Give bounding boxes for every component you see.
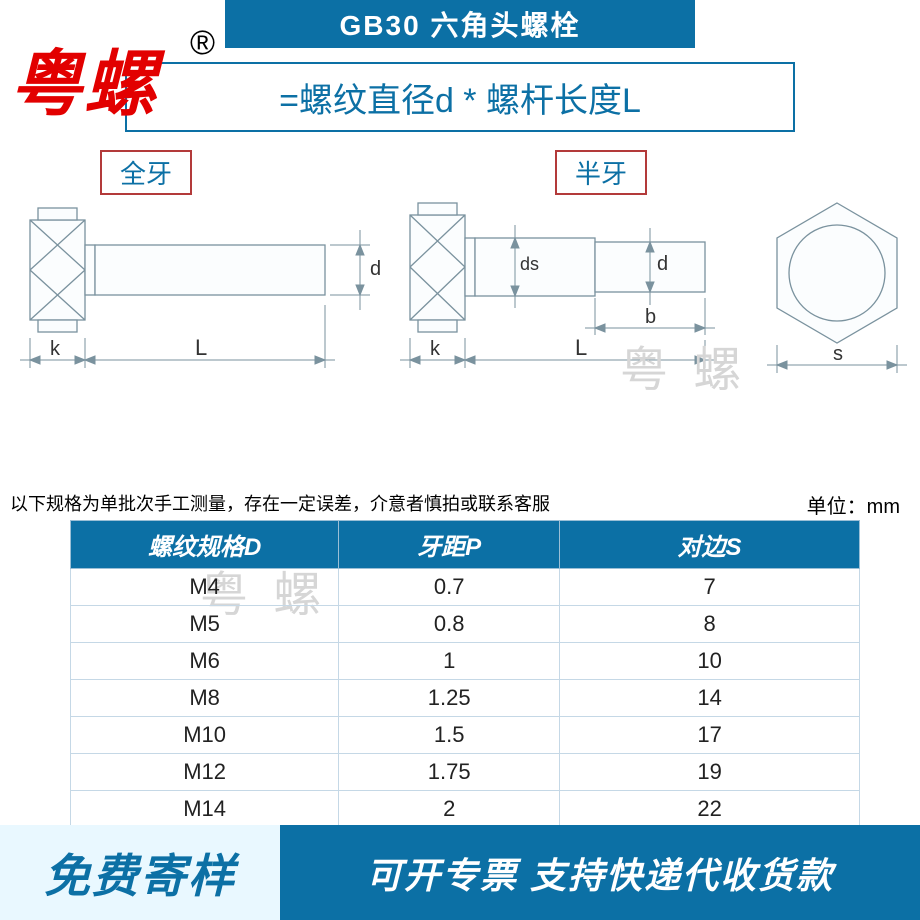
col-header-d: 螺纹规格D: [71, 521, 339, 569]
table-cell: 19: [560, 754, 860, 791]
table-cell: 1: [339, 643, 560, 680]
table-row: M101.517: [71, 717, 860, 754]
table-cell: 0.7: [339, 569, 560, 606]
table-cell: 0.8: [339, 606, 560, 643]
table-cell: 2: [339, 791, 560, 828]
table-row: M14222: [71, 791, 860, 828]
table-cell: 7: [560, 569, 860, 606]
unit-label: 单位：mm: [807, 490, 900, 519]
table-row: M121.7519: [71, 754, 860, 791]
table-cell: M10: [71, 717, 339, 754]
table-cell: M8: [71, 680, 339, 717]
label-d: d: [370, 258, 381, 280]
label-ds: ds: [520, 254, 539, 274]
table-cell: M4: [71, 569, 339, 606]
footer-right: 可开专票 支持快递代收货款: [280, 825, 920, 920]
table-cell: 22: [560, 791, 860, 828]
table-cell: 17: [560, 717, 860, 754]
table-cell: M6: [71, 643, 339, 680]
spec-table: 螺纹规格D 牙距P 对边S M40.77M50.88M6110M81.2514M…: [70, 520, 860, 828]
label-L-1: L: [195, 335, 207, 360]
bolt-full-diagram: d k L: [15, 190, 385, 390]
tag-half-thread: 半牙: [555, 150, 647, 195]
table-row: M50.88: [71, 606, 860, 643]
table-cell: 8: [560, 606, 860, 643]
label-s: s: [833, 343, 843, 365]
label-d-2: d: [657, 253, 668, 275]
hexagon-diagram: s: [760, 195, 915, 385]
table-cell: 14: [560, 680, 860, 717]
table-body: M40.77M50.88M6110M81.2514M101.517M121.75…: [71, 569, 860, 828]
table-cell: 1.5: [339, 717, 560, 754]
table-row: M81.2514: [71, 680, 860, 717]
label-k-1: k: [50, 338, 61, 360]
table-cell: M14: [71, 791, 339, 828]
registered-symbol: ®: [190, 24, 215, 63]
diagram-area: d k L: [0, 190, 920, 390]
table-cell: 1.25: [339, 680, 560, 717]
formula-text: =螺纹直径d * 螺杆长度L: [279, 73, 641, 122]
table-row: M6110: [71, 643, 860, 680]
label-b: b: [645, 306, 656, 328]
table-cell: M5: [71, 606, 339, 643]
table-cell: 1.75: [339, 754, 560, 791]
brand-logo-text: 粤螺: [10, 25, 158, 130]
footer-left: 免费寄样: [0, 825, 280, 920]
table-cell: 10: [560, 643, 860, 680]
table-cell: M12: [71, 754, 339, 791]
footer: 免费寄样 可开专票 支持快递代收货款: [0, 825, 920, 920]
tag-full-thread: 全牙: [100, 150, 192, 195]
watermark-gray-1: 粤 螺: [620, 330, 747, 400]
note-text: 以下规格为单批次手工测量，存在一定误差，介意者慎拍或联系客服: [10, 490, 550, 516]
col-header-s: 对边S: [560, 521, 860, 569]
table-row: M40.77: [71, 569, 860, 606]
col-header-p: 牙距P: [339, 521, 560, 569]
formula-box: =螺纹直径d * 螺杆长度L: [125, 62, 795, 132]
label-k-2: k: [430, 338, 441, 360]
label-L-2: L: [575, 335, 587, 360]
table-header-row: 螺纹规格D 牙距P 对边S: [71, 521, 860, 569]
header-title: GB30 六角头螺栓: [225, 0, 695, 48]
